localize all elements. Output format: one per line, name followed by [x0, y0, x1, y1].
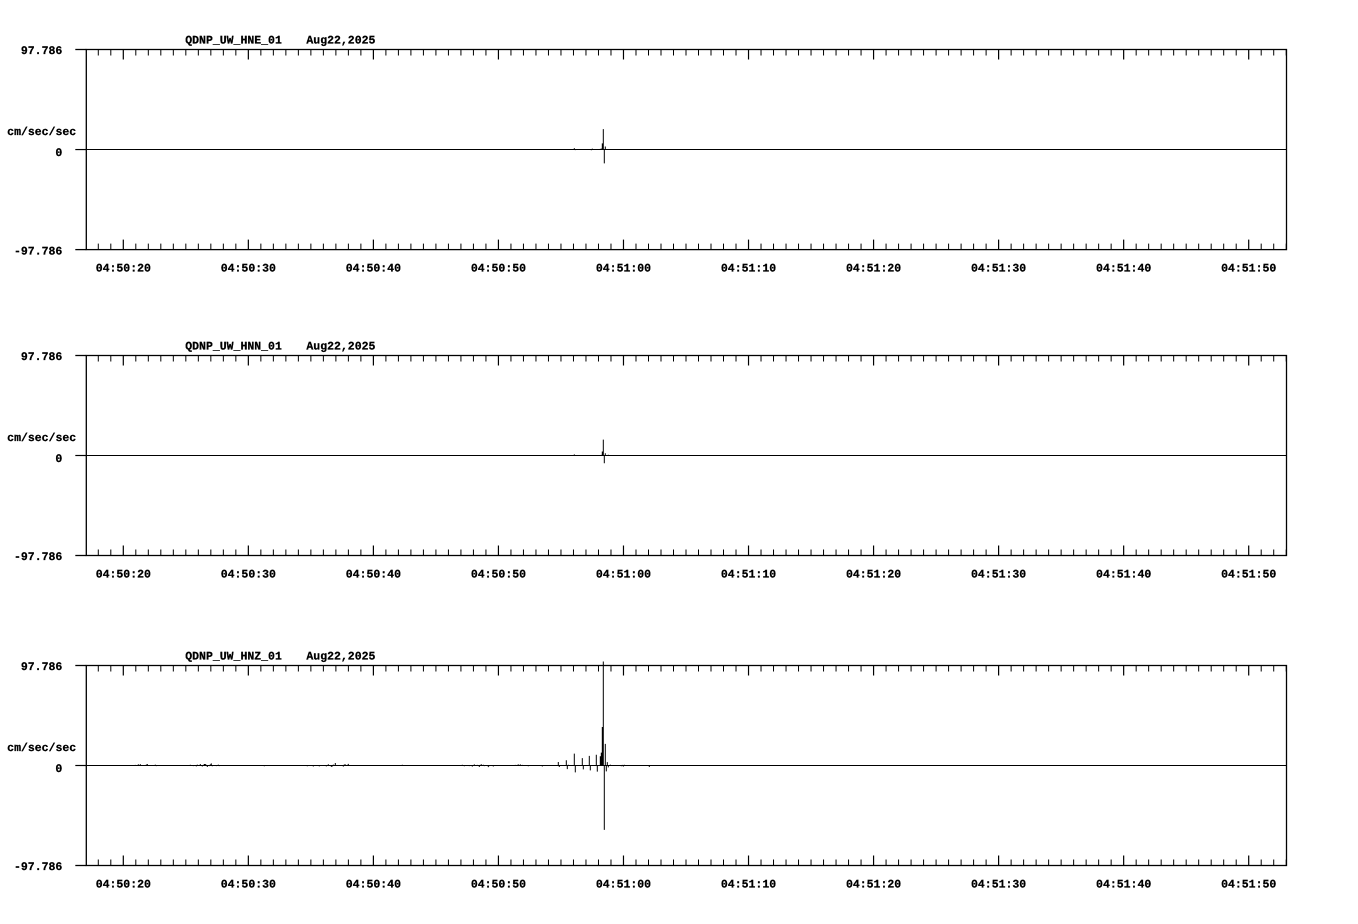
svg-text:04:51:50: 04:51:50	[1221, 263, 1276, 276]
svg-text:04:51:00: 04:51:00	[596, 879, 651, 892]
svg-text:04:51:50: 04:51:50	[1221, 569, 1276, 582]
svg-text:QDNP_UW_HNZ_01: QDNP_UW_HNZ_01	[185, 651, 282, 664]
svg-text:0: 0	[55, 147, 62, 160]
svg-text:04:51:10: 04:51:10	[721, 569, 776, 582]
svg-text:04:50:30: 04:50:30	[221, 569, 276, 582]
svg-text:-97.786: -97.786	[14, 551, 62, 564]
svg-text:04:51:00: 04:51:00	[596, 263, 651, 276]
svg-text:Aug22,2025: Aug22,2025	[306, 35, 375, 48]
svg-text:97.786: 97.786	[21, 351, 63, 364]
svg-text:04:51:40: 04:51:40	[1096, 569, 1151, 582]
svg-text:04:50:40: 04:50:40	[346, 879, 401, 892]
svg-text:cm/sec/sec: cm/sec/sec	[7, 432, 76, 445]
svg-text:04:50:50: 04:50:50	[471, 879, 526, 892]
svg-text:97.786: 97.786	[21, 45, 63, 58]
svg-text:0: 0	[55, 763, 62, 776]
svg-text:04:50:20: 04:50:20	[96, 263, 151, 276]
svg-text:0: 0	[55, 453, 62, 466]
svg-text:Aug22,2025: Aug22,2025	[306, 341, 375, 354]
svg-text:04:50:20: 04:50:20	[96, 569, 151, 582]
svg-text:04:50:50: 04:50:50	[471, 263, 526, 276]
svg-text:04:50:30: 04:50:30	[221, 879, 276, 892]
svg-text:04:51:10: 04:51:10	[721, 879, 776, 892]
svg-text:04:51:30: 04:51:30	[971, 263, 1026, 276]
svg-text:04:51:30: 04:51:30	[971, 569, 1026, 582]
svg-text:QDNP_UW_HNN_01: QDNP_UW_HNN_01	[185, 341, 282, 354]
svg-text:97.786: 97.786	[21, 661, 63, 674]
svg-text:Aug22,2025: Aug22,2025	[306, 651, 375, 664]
svg-text:04:51:50: 04:51:50	[1221, 879, 1276, 892]
svg-text:04:50:40: 04:50:40	[346, 569, 401, 582]
svg-text:04:51:10: 04:51:10	[721, 263, 776, 276]
svg-text:04:51:30: 04:51:30	[971, 879, 1026, 892]
svg-text:04:51:00: 04:51:00	[596, 569, 651, 582]
svg-text:04:51:20: 04:51:20	[846, 263, 901, 276]
svg-text:-97.786: -97.786	[14, 245, 62, 258]
svg-text:04:50:50: 04:50:50	[471, 569, 526, 582]
svg-text:QDNP_UW_HNE_01: QDNP_UW_HNE_01	[185, 35, 282, 48]
svg-text:cm/sec/sec: cm/sec/sec	[7, 742, 76, 755]
svg-text:-97.786: -97.786	[14, 861, 62, 874]
svg-text:04:50:20: 04:50:20	[96, 879, 151, 892]
svg-text:04:51:40: 04:51:40	[1096, 263, 1151, 276]
svg-text:04:50:40: 04:50:40	[346, 263, 401, 276]
svg-text:04:51:20: 04:51:20	[846, 569, 901, 582]
svg-text:04:51:20: 04:51:20	[846, 879, 901, 892]
svg-text:cm/sec/sec: cm/sec/sec	[7, 126, 76, 139]
svg-text:04:50:30: 04:50:30	[221, 263, 276, 276]
svg-text:04:51:40: 04:51:40	[1096, 879, 1151, 892]
